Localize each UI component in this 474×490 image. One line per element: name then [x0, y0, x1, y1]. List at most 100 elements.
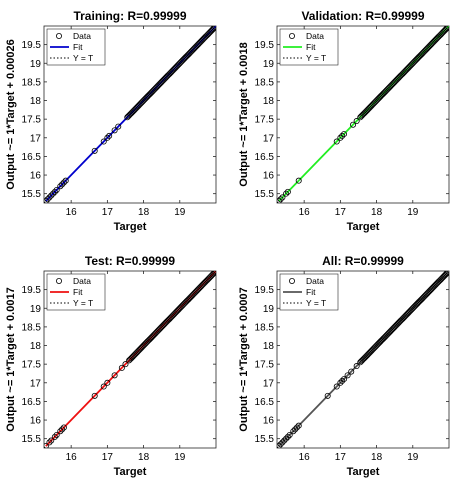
y-tick-label: 18.5 — [255, 77, 275, 88]
legend-identity-label: Y = T — [73, 53, 93, 63]
x-tick-label: 17 — [335, 452, 347, 463]
data-point — [62, 177, 69, 184]
y-tick-label: 18.5 — [22, 77, 42, 88]
legend-identity-label: Y = T — [306, 298, 326, 308]
data-point — [445, 271, 449, 275]
y-tick-label: 16.5 — [255, 397, 275, 408]
data-point — [339, 377, 346, 384]
regression-panel-2: 16 17 18 19 15.5 16 16.5 17 17.5 18 18.5 19 19.5 Vali… — [238, 9, 450, 233]
data-point — [344, 372, 351, 379]
data-point — [290, 428, 297, 435]
data-point — [333, 138, 340, 145]
data-point — [44, 443, 49, 448]
data-point — [118, 364, 125, 371]
data-point — [337, 379, 344, 386]
y-tick-label: 16 — [30, 416, 42, 427]
x-tick-label: 19 — [174, 452, 186, 463]
y-tick-label: 19.5 — [22, 285, 42, 296]
y-tick-label: 15.5 — [255, 189, 275, 200]
data-point — [59, 426, 66, 433]
y-tick-label: 17 — [30, 378, 42, 389]
data-point — [60, 179, 67, 186]
data-point — [324, 392, 331, 399]
y-tick-label: 19 — [263, 59, 275, 70]
data-layer — [277, 271, 449, 448]
data-layer — [44, 26, 216, 203]
y-tick-label: 17 — [30, 133, 42, 144]
y-tick-label: 15.5 — [22, 189, 42, 200]
data-point — [44, 196, 51, 203]
x-tick-label: 19 — [174, 207, 186, 218]
data-point — [46, 439, 53, 446]
x-axis-label: Target — [114, 221, 147, 233]
data-point — [444, 271, 449, 276]
data-point — [57, 428, 64, 435]
x-axis-label: Target — [347, 466, 380, 478]
data-point — [353, 363, 360, 370]
legend-fit-label: Fit — [306, 42, 316, 52]
data-point — [444, 26, 449, 31]
y-tick-label: 19.5 — [255, 285, 275, 296]
y-tick-label: 18 — [30, 96, 42, 107]
legend-data-marker — [288, 33, 295, 40]
data-point — [350, 121, 357, 128]
y-tick-label: 18 — [263, 96, 275, 107]
data-point — [281, 437, 288, 444]
x-tick-label: 17 — [335, 207, 347, 218]
x-axis-label: Target — [114, 466, 147, 478]
x-tick-label: 16 — [299, 207, 311, 218]
data-point — [60, 424, 67, 431]
data-point — [337, 134, 344, 141]
y-tick-label: 16.5 — [22, 397, 42, 408]
y-tick-label: 16.5 — [255, 152, 275, 163]
plot-title: All: R=0.99999 — [322, 254, 404, 268]
data-point — [210, 271, 216, 277]
data-point — [50, 190, 57, 197]
legend-fit-label: Fit — [73, 42, 83, 52]
data-point — [115, 123, 122, 130]
legend-data-marker — [56, 277, 63, 284]
data-point — [51, 433, 58, 440]
legend-data-label: Data — [306, 276, 324, 286]
plot-title: Training: R=0.99999 — [73, 9, 186, 23]
regression-panel-4: 16 17 18 19 15.5 16 16.5 17 17.5 18 18.5 19 19.5 All:… — [238, 254, 450, 478]
data-point — [59, 181, 66, 188]
y-tick-label: 16 — [30, 171, 42, 182]
x-tick-label: 19 — [407, 207, 419, 218]
y-tick-label: 18.5 — [22, 322, 42, 333]
y-tick-label: 16 — [263, 416, 275, 427]
y-tick-label: 17.5 — [22, 360, 42, 371]
y-tick-label: 18.5 — [255, 322, 275, 333]
data-point — [284, 188, 291, 195]
x-tick-label: 18 — [371, 207, 383, 218]
plot-title: Validation: R=0.99999 — [301, 9, 424, 23]
legend-fit-label: Fit — [73, 287, 83, 297]
data-point — [91, 392, 98, 399]
y-tick-label: 18 — [30, 341, 42, 352]
data-point — [293, 424, 300, 431]
data-point — [211, 271, 216, 276]
data-point — [53, 431, 60, 438]
data-point — [348, 368, 355, 375]
data-layer — [44, 271, 216, 448]
y-tick-label: 17 — [263, 133, 275, 144]
data-point — [279, 194, 286, 201]
regression-panel-3: 16 17 18 19 15.5 16 16.5 17 17.5 18 18.5 19 19.5 Test… — [5, 254, 217, 478]
y-tick-label: 16.5 — [22, 152, 42, 163]
data-point — [111, 372, 118, 379]
y-axis-label: Output ~= 1*Target + 0.0018 — [238, 42, 250, 186]
y-tick-label: 15.5 — [255, 434, 275, 445]
data-point — [277, 196, 284, 203]
y-tick-label: 19.5 — [255, 40, 275, 51]
y-tick-label: 15.5 — [22, 434, 42, 445]
data-point — [212, 26, 216, 30]
y-tick-label: 16 — [263, 171, 275, 182]
legend-identity-label: Y = T — [73, 298, 93, 308]
legend-data-marker — [288, 277, 295, 284]
x-tick-label: 17 — [102, 207, 114, 218]
x-axis-label: Target — [347, 221, 380, 233]
